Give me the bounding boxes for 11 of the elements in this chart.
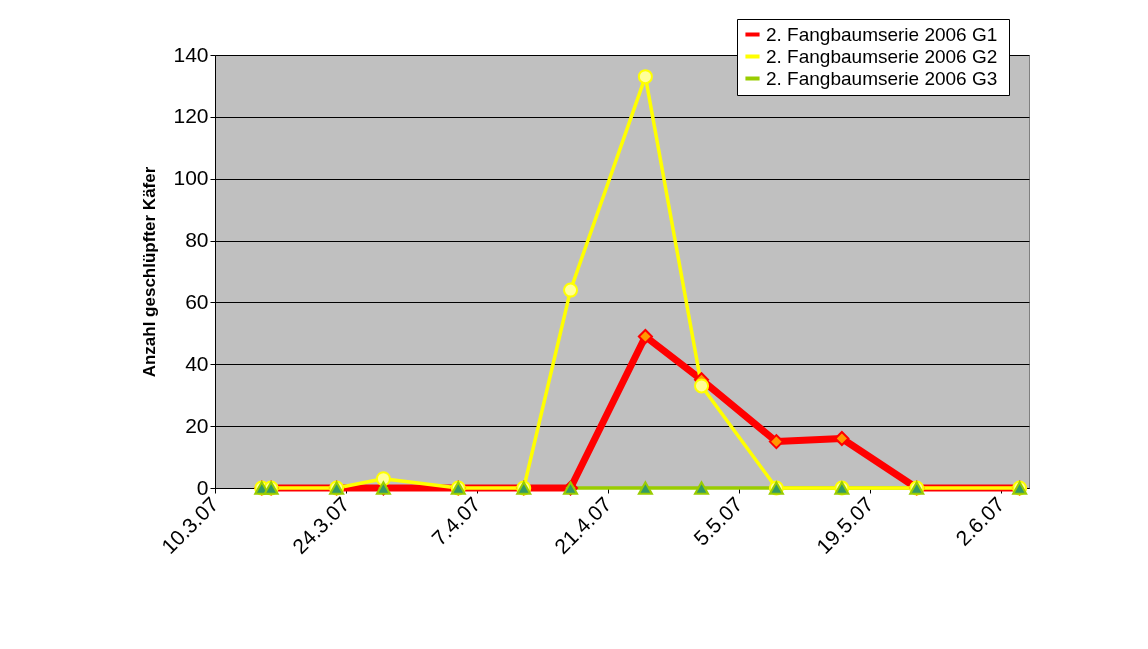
y-axis-title: Anzahl geschlüpfter Käfer bbox=[140, 166, 160, 378]
legend-label: 2. Fangbaumserie 2006 G3 bbox=[766, 67, 998, 89]
y-tick-label: 20 bbox=[185, 413, 209, 437]
y-tick-label: 140 bbox=[173, 42, 209, 66]
y-tick-label: 80 bbox=[185, 228, 209, 252]
y-tick-label: 120 bbox=[173, 104, 209, 128]
legend-label: 2. Fangbaumserie 2006 G1 bbox=[766, 23, 998, 45]
y-tick-label: 40 bbox=[185, 351, 209, 375]
legend-label: 2. Fangbaumserie 2006 G2 bbox=[766, 45, 998, 67]
y-tick-label: 60 bbox=[185, 289, 209, 313]
y-tick-label: 100 bbox=[173, 166, 209, 190]
